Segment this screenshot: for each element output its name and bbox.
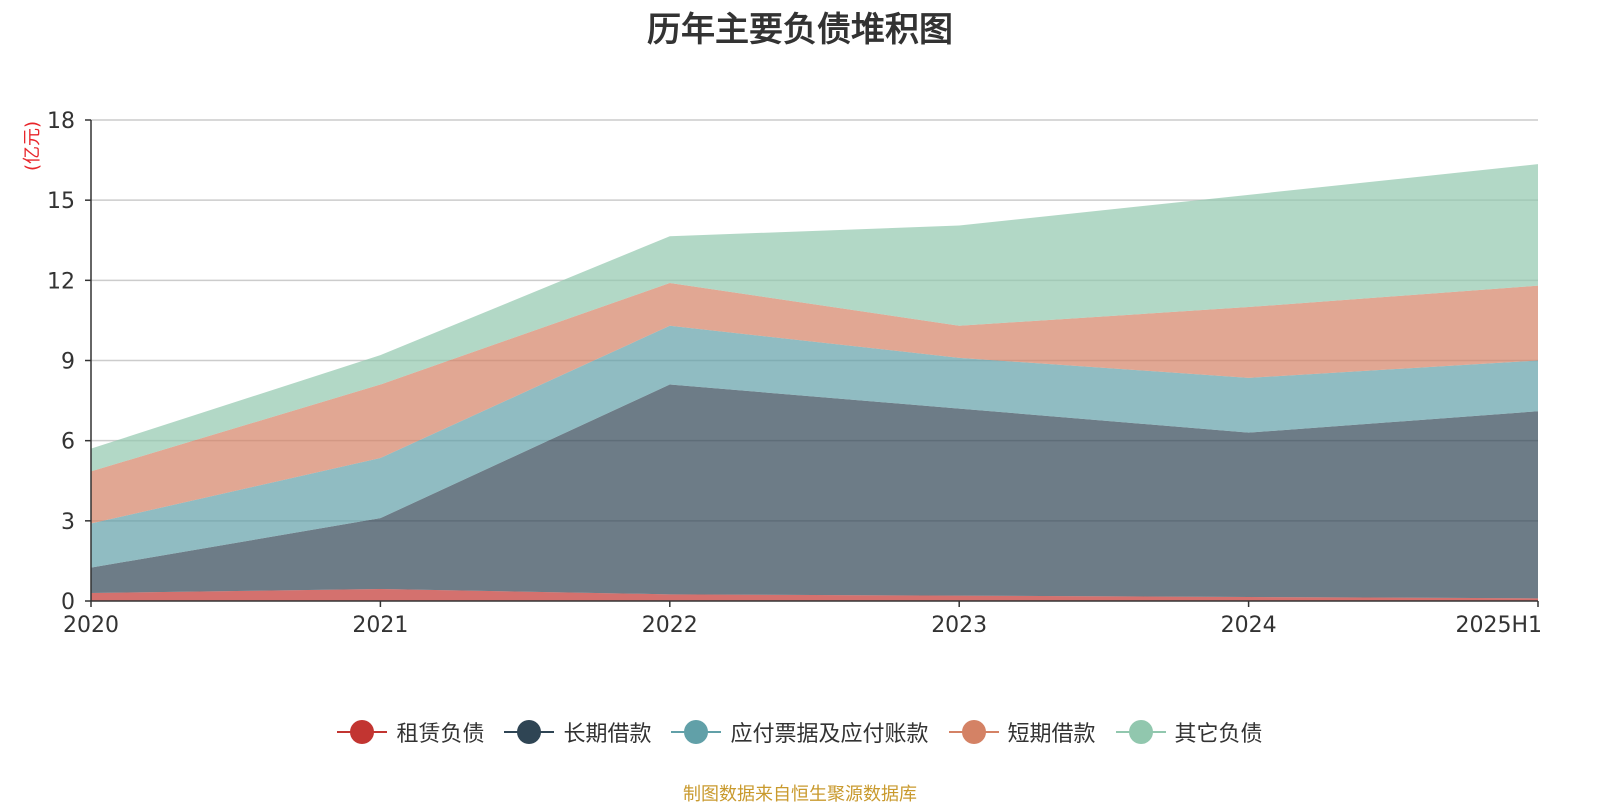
- y-unit-label: (亿元): [22, 121, 43, 171]
- area-series-0: [91, 588, 1538, 601]
- legend-marker-icon: [948, 720, 999, 744]
- x-tick-label: 2023: [931, 613, 987, 638]
- legend-label: 应付票据及应付账款: [730, 722, 929, 747]
- data-source-note: 制图数据来自恒生聚源数据库: [683, 784, 917, 805]
- legend-label: 租赁负债: [396, 722, 485, 747]
- y-tick-label: 3: [61, 510, 75, 535]
- stacked-areas: [91, 164, 1538, 601]
- legend-marker-icon: [504, 720, 555, 744]
- legend-item[interactable]: 短期借款: [948, 716, 1096, 748]
- chart-title: 历年主要负债堆积图: [647, 10, 953, 50]
- area-series-1: [91, 384, 1538, 599]
- x-tick-label: 2025H1: [1455, 613, 1542, 638]
- legend-item[interactable]: 其它负债: [1115, 716, 1263, 748]
- area-series-2: [91, 325, 1538, 568]
- legend-item[interactable]: 应付票据及应付账款: [671, 716, 929, 748]
- y-tick-label: 15: [47, 189, 75, 214]
- x-tick-label: 2022: [642, 613, 698, 638]
- legend-label: 其它负债: [1174, 722, 1263, 747]
- y-tick-label: 18: [47, 109, 75, 134]
- y-tick-label: 9: [61, 350, 75, 375]
- x-tick-label: 2024: [1221, 613, 1277, 638]
- legend-item[interactable]: 租赁负债: [337, 716, 484, 748]
- y-tick-label: 6: [61, 430, 75, 455]
- legend-marker-icon: [1115, 720, 1166, 744]
- area-series-3: [91, 283, 1538, 524]
- legend-marker-icon: [337, 720, 388, 744]
- axes: 0 3 6 9 12 15 18 2020 2021 2022 2023 2024 2025H1: [47, 109, 1542, 638]
- legend: 租赁负债 长期借款 应付票据及应付账款 短期借款 其它负债: [0, 716, 1600, 750]
- area-series-4: [91, 164, 1538, 472]
- legend-label: 长期借款: [563, 722, 652, 747]
- legend-item[interactable]: 长期借款: [504, 716, 651, 748]
- y-tick-label: 0: [61, 590, 75, 615]
- x-tick-label: 2021: [352, 613, 408, 638]
- legend-marker-icon: [671, 720, 722, 744]
- x-tick-label: 2020: [63, 613, 119, 638]
- y-tick-label: 12: [47, 269, 75, 294]
- legend-label: 短期借款: [1007, 722, 1096, 747]
